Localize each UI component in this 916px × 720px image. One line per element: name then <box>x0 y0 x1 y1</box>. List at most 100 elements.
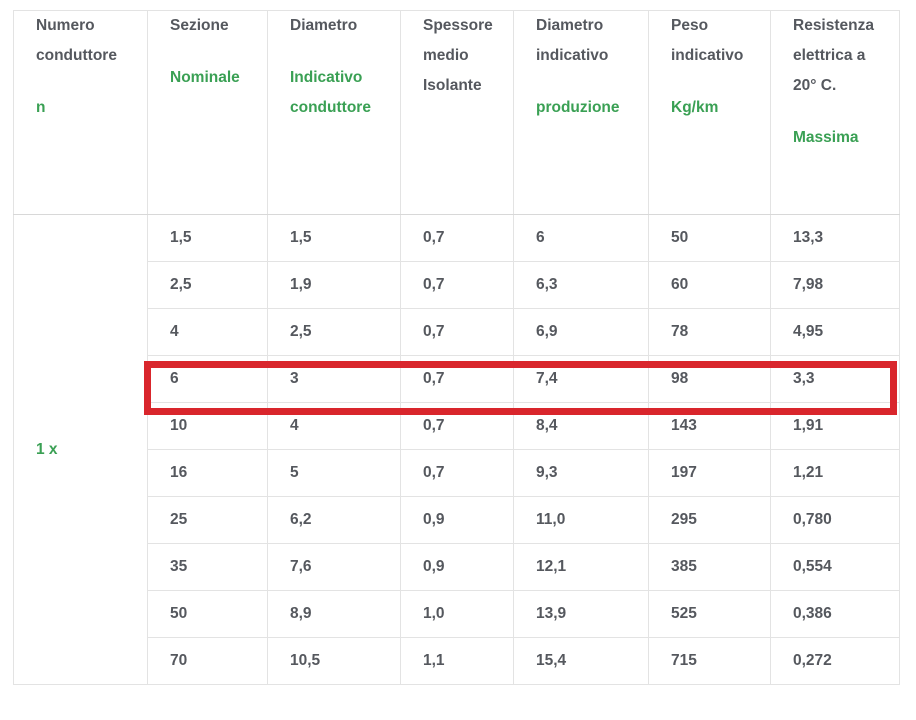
col-header-numero-conduttore: Numero conduttore n <box>13 10 148 215</box>
cell-peso: 143 <box>648 402 771 450</box>
cell-diametro-produzione: 15,4 <box>513 637 649 685</box>
cell-resistenza: 7,98 <box>770 261 900 309</box>
cell-diametro-conduttore: 3 <box>267 355 401 403</box>
header-title-line: Isolante <box>423 77 482 94</box>
col-header-diametro-conduttore: Diametro Indicativo conduttore <box>267 10 401 215</box>
cell-diametro-conduttore: 2,5 <box>267 308 401 356</box>
cell-diametro-produzione: 6,3 <box>513 261 649 309</box>
cell-diametro-conduttore: 6,2 <box>267 496 401 544</box>
header-subtitle-line: Nominale <box>170 69 240 86</box>
col-header-sezione: Sezione Nominale <box>147 10 268 215</box>
cell-spessore: 0,7 <box>400 402 514 450</box>
cell-peso: 98 <box>648 355 771 403</box>
cell-peso: 295 <box>648 496 771 544</box>
header-subtitle-line: Kg/km <box>671 99 719 116</box>
table-row: 70 10,5 1,1 15,4 715 0,272 <box>14 637 900 685</box>
cell-diametro-conduttore: 1,5 <box>267 214 401 262</box>
cell-diametro-conduttore: 8,9 <box>267 590 401 638</box>
cell-diametro-conduttore: 4 <box>267 402 401 450</box>
cell-resistenza: 0,386 <box>770 590 900 638</box>
cell-peso: 385 <box>648 543 771 591</box>
cell-diametro-conduttore: 5 <box>267 449 401 497</box>
cell-sezione: 70 <box>147 637 268 685</box>
cell-spessore: 0,9 <box>400 496 514 544</box>
col-header-spessore-isolante: Spessore medio Isolante <box>400 10 514 215</box>
cell-diametro-conduttore: 7,6 <box>267 543 401 591</box>
cell-spessore: 0,7 <box>400 261 514 309</box>
header-title-line: medio <box>423 47 469 64</box>
col-header-resistenza: Resistenza elettrica a 20° C. Massima <box>770 10 900 215</box>
cell-sezione: 2,5 <box>147 261 268 309</box>
group-label-cell: 1 x <box>13 214 148 685</box>
cell-diametro-produzione: 6 <box>513 214 649 262</box>
cell-resistenza: 4,95 <box>770 308 900 356</box>
cell-peso: 715 <box>648 637 771 685</box>
header-subtitle-line: Massima <box>793 129 859 146</box>
cell-peso: 197 <box>648 449 771 497</box>
table-row: 25 6,2 0,9 11,0 295 0,780 <box>14 496 900 544</box>
cell-sezione: 50 <box>147 590 268 638</box>
cell-diametro-conduttore: 10,5 <box>267 637 401 685</box>
table-row: 35 7,6 0,9 12,1 385 0,554 <box>14 543 900 591</box>
cell-spessore: 0,7 <box>400 308 514 356</box>
cell-spessore: 0,7 <box>400 214 514 262</box>
cell-sezione: 10 <box>147 402 268 450</box>
table-row: 2,5 1,9 0,7 6,3 60 7,98 <box>14 261 900 309</box>
cell-diametro-produzione: 11,0 <box>513 496 649 544</box>
table-row: 1 x 1,5 1,5 0,7 6 50 13,3 <box>13 214 900 685</box>
cell-diametro-produzione: 7,4 <box>513 355 649 403</box>
header-title-line: Numero <box>36 17 95 34</box>
cell-spessore: 1,0 <box>400 590 514 638</box>
header-subtitle-line: conduttore <box>290 99 371 116</box>
table-row: 16 5 0,7 9,3 197 1,21 <box>14 449 900 497</box>
cell-diametro-produzione: 8,4 <box>513 402 649 450</box>
header-title-line: 20° C. <box>793 77 837 94</box>
header-title-line: Peso <box>671 17 709 34</box>
header-title-line: conduttore <box>36 47 117 64</box>
cell-peso: 60 <box>648 261 771 309</box>
header-title-line: indicativo <box>536 47 609 64</box>
header-subtitle-line: produzione <box>536 99 620 116</box>
cell-spessore: 0,9 <box>400 543 514 591</box>
cell-sezione: 6 <box>147 355 268 403</box>
cell-peso: 525 <box>648 590 771 638</box>
header-title-line: Diametro <box>536 17 604 34</box>
cable-spec-table: Numero conduttore n Sezione Nominale Dia… <box>13 10 900 685</box>
table-row: 50 8,9 1,0 13,9 525 0,386 <box>14 590 900 638</box>
header-title-line: elettrica a <box>793 47 866 64</box>
header-title-line: Spessore <box>423 17 493 34</box>
header-title-line: Sezione <box>170 17 229 34</box>
cell-sezione: 4 <box>147 308 268 356</box>
header-title-line: Resistenza <box>793 17 874 34</box>
cell-resistenza: 1,91 <box>770 402 900 450</box>
cell-spessore: 1,1 <box>400 637 514 685</box>
header-row: Numero conduttore n Sezione Nominale Dia… <box>13 10 900 215</box>
cell-peso: 78 <box>648 308 771 356</box>
cell-sezione: 35 <box>147 543 268 591</box>
cell-diametro-produzione: 12,1 <box>513 543 649 591</box>
cell-sezione: 16 <box>147 449 268 497</box>
cell-resistenza: 1,21 <box>770 449 900 497</box>
col-header-peso: Peso indicativo Kg/km <box>648 10 771 215</box>
cell-resistenza: 0,272 <box>770 637 900 685</box>
cell-sezione: 25 <box>147 496 268 544</box>
cell-resistenza: 0,554 <box>770 543 900 591</box>
cell-diametro-produzione: 6,9 <box>513 308 649 356</box>
cell-diametro-conduttore: 1,9 <box>267 261 401 309</box>
cell-spessore: 0,7 <box>400 355 514 403</box>
cell-resistenza: 3,3 <box>770 355 900 403</box>
cell-resistenza: 0,780 <box>770 496 900 544</box>
cell-sezione: 1,5 <box>147 214 268 262</box>
cell-spessore: 0,7 <box>400 449 514 497</box>
header-subtitle-line: n <box>36 99 46 116</box>
cell-peso: 50 <box>648 214 771 262</box>
cell-diametro-produzione: 9,3 <box>513 449 649 497</box>
cell-resistenza: 13,3 <box>770 214 900 262</box>
header-title-line: indicativo <box>671 47 744 64</box>
header-title-line: Diametro <box>290 17 358 34</box>
col-header-diametro-produzione: Diametro indicativo produzione <box>513 10 649 215</box>
table-row: 4 2,5 0,7 6,9 78 4,95 <box>14 308 900 356</box>
header-subtitle-line: Indicativo <box>290 69 363 86</box>
cell-diametro-produzione: 13,9 <box>513 590 649 638</box>
